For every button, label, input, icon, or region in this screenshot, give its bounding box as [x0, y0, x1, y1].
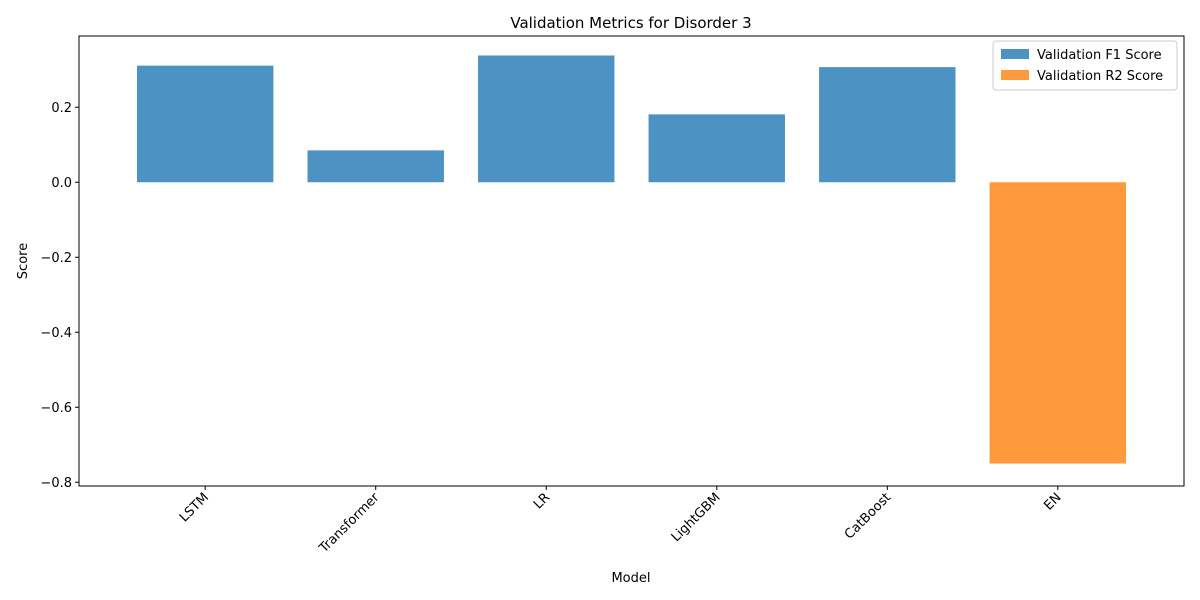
bar-transformer-series-0: [307, 150, 444, 183]
plot-frame: [78, 35, 1185, 487]
legend-frame: [992, 40, 1178, 91]
x-tick-label-lightgbm: LightGBM: [669, 490, 724, 545]
legend-swatch: [1001, 70, 1029, 80]
x-tick-label-lr: LR: [531, 490, 553, 512]
y-tick-label: 0.2: [51, 101, 72, 116]
x-tick-label-en: EN: [1041, 490, 1064, 513]
bar-lr-series-0: [478, 55, 615, 183]
x-tick-label-catboost: CatBoost: [842, 490, 894, 542]
chart-title: Validation Metrics for Disorder 3: [510, 14, 751, 32]
x-tick-label-lstm: LSTM: [177, 490, 212, 525]
bars-group: [136, 55, 1127, 464]
y-axis-label: Score: [16, 243, 31, 279]
legend: Validation F1 Score Validation R2 Score: [992, 40, 1178, 91]
y-tick-label: 0.0: [51, 176, 72, 191]
bar-lightgbm-series-0: [648, 114, 785, 183]
y-tick-label: −0.8: [40, 476, 72, 491]
bar-en-series-1: [989, 182, 1127, 464]
y-tick-label: −0.2: [40, 251, 72, 266]
legend-swatch: [1001, 49, 1029, 59]
y-tick-label: −0.6: [40, 401, 72, 416]
x-tick-label-transformer: Transformer: [316, 490, 383, 557]
y-tick-label: −0.4: [40, 326, 72, 341]
legend-label: Validation F1 Score: [1037, 48, 1162, 63]
bar-catboost-series-0: [819, 67, 956, 183]
x-axis-label: Model: [611, 571, 650, 586]
legend-label: Validation R2 Score: [1037, 69, 1163, 84]
bar-lstm-series-0: [136, 65, 274, 183]
